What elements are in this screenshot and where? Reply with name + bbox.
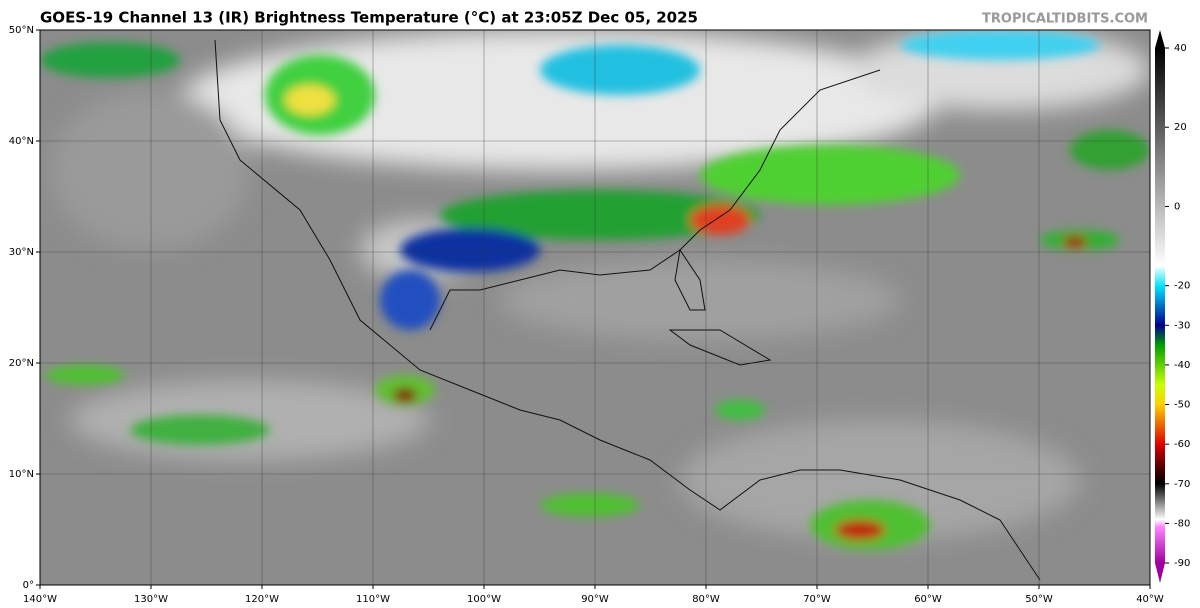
lon-label: 140°W bbox=[23, 594, 57, 605]
lon-label: 120°W bbox=[245, 594, 279, 605]
coastlines bbox=[214, 39, 1041, 581]
colorbar-label: -20 bbox=[1174, 281, 1190, 292]
colorbar-label: 20 bbox=[1174, 122, 1187, 133]
lon-label: 40°W bbox=[1136, 594, 1164, 605]
colorbar-label: -50 bbox=[1174, 400, 1190, 411]
colorbar-label: 40 bbox=[1174, 43, 1187, 54]
lat-label: 20°N bbox=[9, 358, 34, 369]
colorbar-bottom-arrow bbox=[1155, 563, 1165, 583]
lon-label: 50°W bbox=[1025, 594, 1053, 605]
colorbar bbox=[1155, 48, 1165, 563]
colorbar-label: -80 bbox=[1174, 518, 1190, 529]
colorbar-label: -90 bbox=[1174, 558, 1190, 569]
credit: TROPICALTIDBITS.COM bbox=[982, 12, 1148, 27]
lon-label: 110°W bbox=[356, 594, 390, 605]
lon-label: 90°W bbox=[581, 594, 609, 605]
lat-label: 50°N bbox=[9, 25, 34, 36]
lat-label: 40°N bbox=[9, 136, 34, 147]
lat-label: 0° bbox=[23, 580, 34, 591]
lon-label: 80°W bbox=[692, 594, 720, 605]
colorbar-label: 0 bbox=[1174, 201, 1180, 212]
colorbar-top-arrow bbox=[1155, 30, 1165, 48]
lat-label: 30°N bbox=[9, 247, 34, 258]
colorbar-label: -60 bbox=[1174, 439, 1190, 450]
lon-label: 70°W bbox=[803, 594, 831, 605]
colorbar-label: -40 bbox=[1174, 360, 1190, 371]
title: GOES-19 Channel 13 (IR) Brightness Tempe… bbox=[40, 9, 698, 27]
lon-label: 130°W bbox=[134, 594, 168, 605]
colorbar-label: -30 bbox=[1174, 320, 1190, 331]
lat-label: 10°N bbox=[9, 469, 34, 480]
lon-label: 60°W bbox=[914, 594, 942, 605]
colorbar-label: -70 bbox=[1174, 479, 1190, 490]
lon-label: 100°W bbox=[467, 594, 501, 605]
